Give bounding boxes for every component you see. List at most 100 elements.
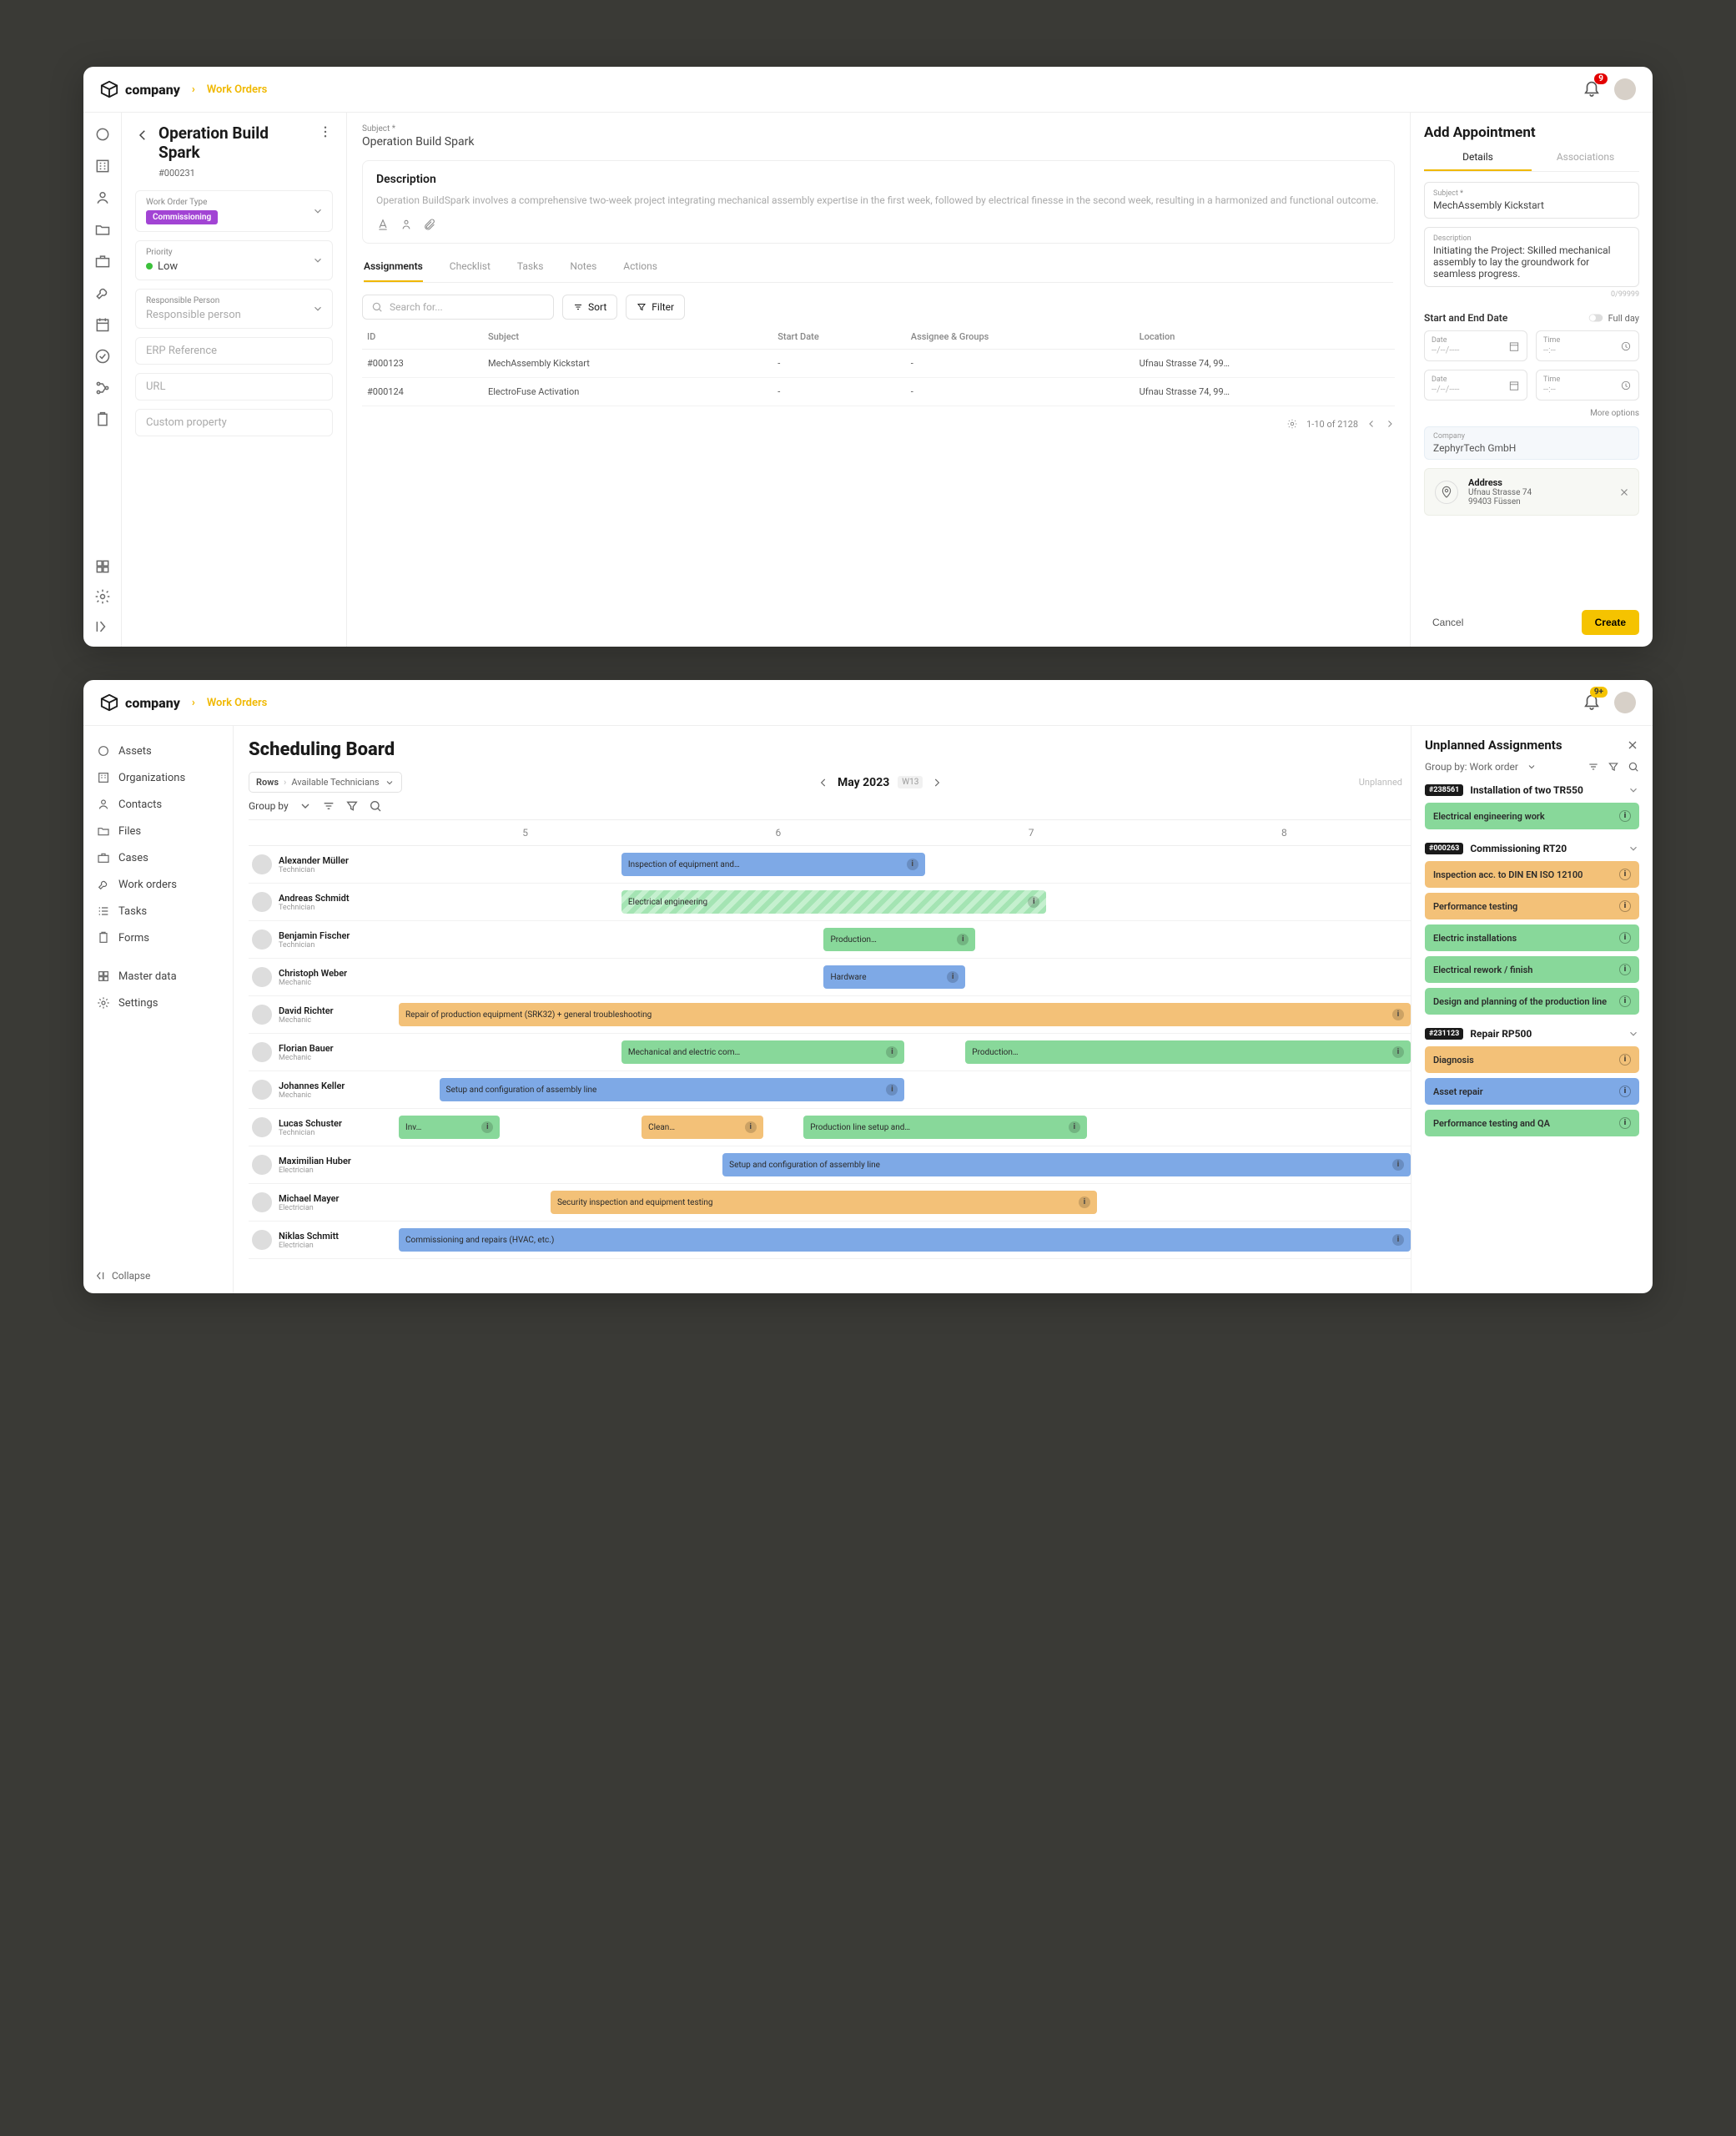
nodes-icon[interactable] — [94, 380, 111, 396]
unplanned-group-header[interactable]: #000263 Commissioning RT20 — [1425, 843, 1639, 854]
appt-subject-input[interactable]: Subject MechAssembly Kickstart — [1424, 182, 1639, 219]
start-date-input[interactable]: Date --/--/---- — [1424, 330, 1527, 361]
breadcrumb[interactable]: Work Orders — [207, 83, 268, 96]
cancel-button[interactable]: Cancel — [1424, 610, 1472, 635]
unplanned-item[interactable]: Design and planning of the production li… — [1425, 988, 1639, 1015]
info-icon[interactable]: i — [907, 859, 918, 870]
table-row[interactable]: #000123MechAssembly Kickstart--Ufnau Str… — [362, 350, 1395, 378]
create-button[interactable]: Create — [1582, 610, 1639, 635]
appt-description-input[interactable]: Description Initiating the Project: Skil… — [1424, 227, 1639, 287]
search-icon[interactable] — [1628, 761, 1639, 773]
collapse-icon[interactable] — [94, 618, 111, 635]
font-icon[interactable] — [376, 218, 390, 231]
table-row[interactable]: #000124ElectroFuse Activation--Ufnau Str… — [362, 378, 1395, 406]
info-icon[interactable]: i — [1392, 1159, 1404, 1171]
info-icon[interactable]: i — [1619, 932, 1631, 944]
schedule-bar[interactable]: Inv…i — [399, 1116, 500, 1139]
info-icon[interactable]: i — [1079, 1196, 1090, 1208]
schedule-bar[interactable]: Clean…i — [642, 1116, 763, 1139]
responsible-select[interactable]: Responsible Person Responsible person — [135, 289, 333, 329]
technician-cell[interactable]: Benjamin FischerTechnician — [249, 921, 399, 958]
info-icon[interactable]: i — [745, 1121, 757, 1133]
technician-cell[interactable]: Niklas SchmittElectrician — [249, 1222, 399, 1258]
calendar-icon[interactable] — [94, 316, 111, 333]
attachment-icon[interactable] — [423, 218, 436, 231]
logo[interactable]: company — [100, 693, 180, 712]
url-field[interactable]: URL — [135, 373, 333, 400]
custom-property-field[interactable]: Custom property — [135, 409, 333, 436]
chevron-down-icon[interactable] — [1527, 762, 1537, 772]
nav-item-work-orders[interactable]: Work orders — [93, 871, 223, 898]
info-icon[interactable]: i — [1392, 1234, 1404, 1246]
unplanned-group-header[interactable]: #238561 Installation of two TR550 — [1425, 784, 1639, 796]
nav-item-contacts[interactable]: Contacts — [93, 791, 223, 818]
sort-button[interactable]: Sort — [562, 295, 617, 320]
gear-icon[interactable] — [94, 588, 111, 605]
unplanned-item[interactable]: Inspection acc. to DIN EN ISO 12100i — [1425, 861, 1639, 888]
filter-icon[interactable] — [345, 799, 359, 813]
nav-item-tasks[interactable]: Tasks — [93, 898, 223, 924]
nav-item-forms[interactable]: Forms — [93, 924, 223, 951]
technician-cell[interactable]: Maximilian HuberElectrician — [249, 1146, 399, 1183]
info-icon[interactable]: i — [957, 934, 969, 945]
close-icon[interactable] — [1618, 486, 1630, 498]
appt-tab-associations[interactable]: Associations — [1532, 151, 1639, 171]
back-icon[interactable] — [135, 128, 150, 143]
nav-item-assets[interactable]: Assets — [93, 738, 223, 764]
schedule-bar[interactable]: Inspection of equipment and…i — [621, 853, 925, 876]
notifications-button[interactable]: 9+ — [1583, 692, 1601, 713]
technician-cell[interactable]: Lucas SchusterTechnician — [249, 1109, 399, 1146]
unplanned-item[interactable]: Performance testing and QAi — [1425, 1110, 1639, 1136]
chevron-down-icon[interactable] — [299, 799, 312, 813]
schedule-bar[interactable]: Security inspection and equipment testin… — [551, 1191, 1097, 1214]
check-circle-icon[interactable] — [94, 348, 111, 365]
technician-cell[interactable]: Andreas SchmidtTechnician — [249, 884, 399, 920]
info-icon[interactable]: i — [1619, 1054, 1631, 1065]
nav-item-organizations[interactable]: Organizations — [93, 764, 223, 791]
building-icon[interactable] — [94, 158, 111, 174]
rows-selector[interactable]: Rows › Available Technicians — [249, 772, 402, 793]
sort-icon[interactable] — [1588, 761, 1599, 773]
more-icon[interactable] — [318, 124, 333, 139]
nav-item-files[interactable]: Files — [93, 818, 223, 844]
notifications-button[interactable]: 9 — [1583, 78, 1601, 100]
schedule-bar[interactable]: Production…i — [823, 928, 975, 951]
info-icon[interactable]: i — [1392, 1009, 1404, 1020]
tab-actions[interactable]: Actions — [623, 260, 657, 282]
schedule-bar[interactable]: Setup and configuration of assembly line… — [440, 1078, 905, 1101]
unplanned-item[interactable]: Electrical engineering worki — [1425, 803, 1639, 829]
unplanned-item[interactable]: Performance testingi — [1425, 893, 1639, 919]
mention-icon[interactable] — [400, 218, 413, 231]
sort-icon[interactable] — [322, 799, 335, 813]
grid-icon[interactable] — [94, 558, 111, 575]
next-month-icon[interactable] — [931, 777, 943, 788]
schedule-bar[interactable]: Mechanical and electric com…i — [621, 1040, 905, 1064]
end-time-input[interactable]: Time --:-- — [1536, 370, 1639, 400]
info-icon[interactable]: i — [1069, 1121, 1080, 1133]
avatar[interactable] — [1614, 78, 1636, 100]
start-time-input[interactable]: Time --:-- — [1536, 330, 1639, 361]
close-icon[interactable] — [1626, 738, 1639, 752]
logo[interactable]: company — [100, 80, 180, 98]
info-icon[interactable]: i — [947, 971, 959, 983]
folder-icon[interactable] — [94, 221, 111, 238]
search-input[interactable]: Search for... — [362, 295, 554, 320]
schedule-bar[interactable]: Repair of production equipment (SRK32) +… — [399, 1003, 1411, 1026]
info-icon[interactable]: i — [886, 1046, 898, 1058]
info-icon[interactable]: i — [1028, 896, 1039, 908]
briefcase-icon[interactable] — [94, 253, 111, 270]
appt-tab-details[interactable]: Details — [1424, 151, 1532, 171]
info-icon[interactable]: i — [1619, 869, 1631, 880]
unplanned-group-header[interactable]: #231123 Repair RP500 — [1425, 1028, 1639, 1040]
priority-select[interactable]: Priority Low — [135, 240, 333, 280]
nav-item-master-data[interactable]: Master data — [93, 963, 223, 990]
circle-icon[interactable] — [94, 126, 111, 143]
info-icon[interactable]: i — [1619, 1086, 1631, 1097]
schedule-bar[interactable]: Electrical engineeringi — [621, 890, 1046, 914]
technician-cell[interactable]: Christoph WeberMechanic — [249, 959, 399, 995]
nav-item-cases[interactable]: Cases — [93, 844, 223, 871]
info-icon[interactable]: i — [1619, 995, 1631, 1007]
tab-checklist[interactable]: Checklist — [450, 260, 491, 282]
filter-icon[interactable] — [1608, 761, 1619, 773]
unplanned-item[interactable]: Asset repairi — [1425, 1078, 1639, 1105]
